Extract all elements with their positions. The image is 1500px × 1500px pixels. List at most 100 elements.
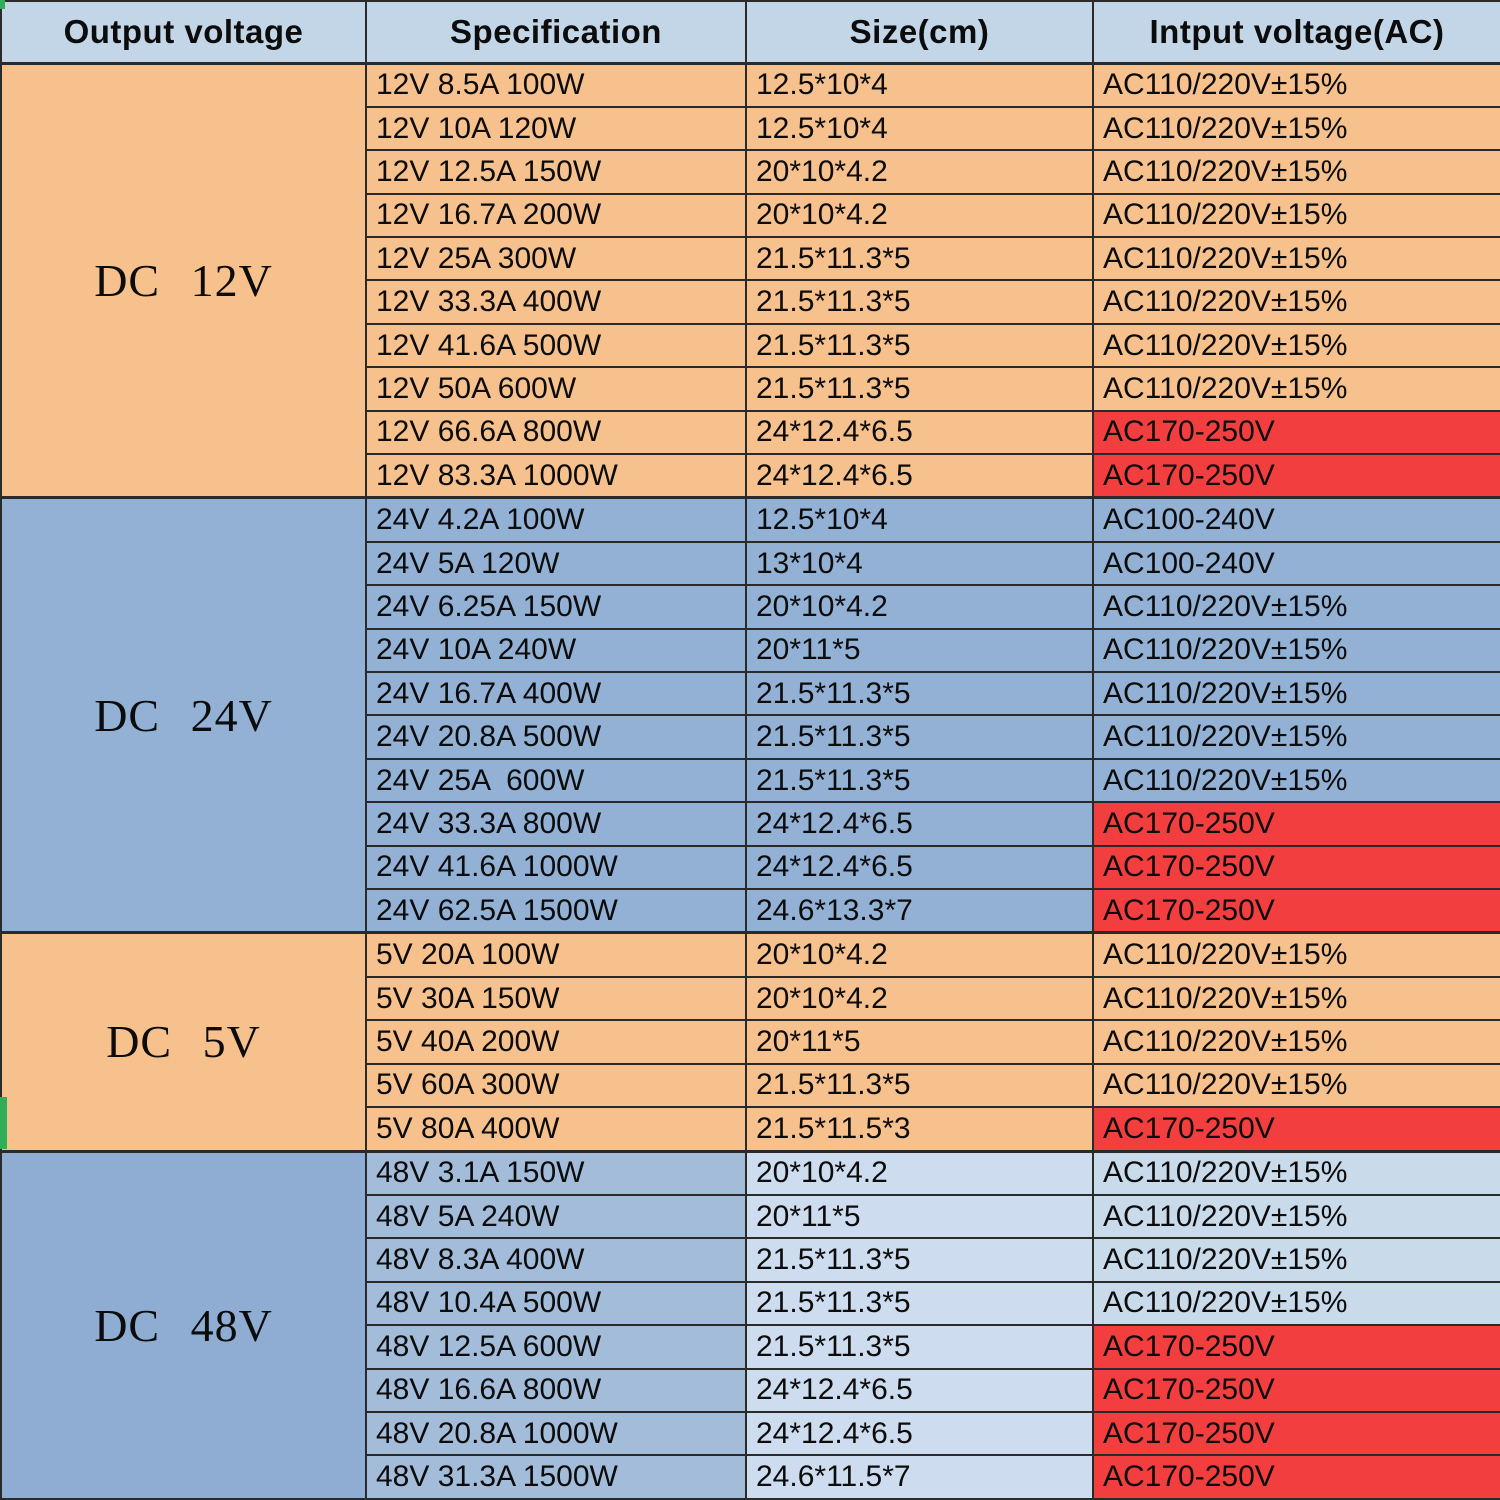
green-accent-mark — [0, 0, 5, 9]
input-voltage-cell-highlighted: AC170-250V — [1092, 1367, 1500, 1413]
header-row: Output voltage Specification Size(cm) In… — [0, 0, 1500, 64]
size-cell: 21.5*11.3*5 — [745, 322, 1094, 369]
input-voltage-cell: AC110/220V±15% — [1092, 1019, 1500, 1065]
table-row: 12V 41.6A 500W 21.5*11.3*5 AC110/220V±15% — [1, 322, 1500, 369]
specification-cell: 24V 6.25A 150W — [365, 584, 747, 630]
specification-cell: 24V 5A 120W — [365, 540, 747, 587]
specification-cell: 48V 20.8A 1000W — [365, 1410, 747, 1457]
specification-cell: 12V 10A 120W — [365, 105, 747, 152]
specification-cell: 48V 5A 240W — [365, 1194, 747, 1240]
table-row: 24V 10A 240W 20*11*5 AC110/220V±15% — [1, 627, 1500, 674]
input-voltage-cell: AC110/220V±15% — [1092, 714, 1500, 760]
specification-cell: 48V 10.4A 500W — [365, 1280, 747, 1327]
table-row: 12V 25A 300W 21.5*11.3*5 AC110/220V±15% — [1, 236, 1500, 282]
specification-cell: 12V 50A 600W — [365, 366, 747, 412]
table-body: DC 12V 12V 8.5A 100W 12.5*10*4 AC110/220V±1… — [0, 61, 1500, 1500]
input-voltage-cell: AC110/220V±15% — [1092, 931, 1500, 978]
specification-cell: 24V 41.6A 1000W — [365, 844, 747, 890]
table-row: 12V 33.3A 400W 21.5*11.3*5 AC110/220V±15% — [1, 279, 1500, 325]
specification-cell: 24V 16.7A 400W — [365, 671, 747, 717]
specification-cell: 12V 66.6A 800W — [365, 409, 747, 455]
table-row: 12V 12.5A 150W 20*10*4.2 AC110/220V±15% — [1, 149, 1500, 195]
input-voltage-cell: AC100-240V — [1092, 496, 1500, 543]
table-row: 12V 83.3A 1000W 24*12.4*6.5 AC170-250V — [1, 452, 1500, 499]
table-row: DC 24V 24V 4.2A 100W 12.5*10*4 AC100-240V — [0, 496, 1500, 934]
specification-cell: 12V 33.3A 400W — [365, 279, 747, 325]
specification-cell: 24V 10A 240W — [365, 627, 747, 674]
table-row: 24V 5A 120W 13*10*4 AC100-240V — [1, 540, 1500, 587]
size-cell: 24*12.4*6.5 — [745, 1367, 1094, 1413]
size-cell: 21.5*11.3*5 — [745, 1062, 1094, 1109]
size-cell: 21.5*11.5*3 — [745, 1106, 1094, 1153]
specification-cell: 12V 8.5A 100W — [365, 61, 747, 108]
green-accent-mark — [0, 1097, 7, 1149]
input-voltage-cell-highlighted: AC170-250V — [1092, 1410, 1500, 1457]
input-voltage-cell-highlighted: AC170-250V — [1092, 1324, 1500, 1370]
input-voltage-cell-highlighted: AC170-250V — [1092, 452, 1500, 499]
size-cell: 21.5*11.3*5 — [745, 1324, 1094, 1370]
specification-cell: 48V 3.1A 150W — [365, 1149, 747, 1197]
specification-cell: 48V 12.5A 600W — [365, 1324, 747, 1370]
specification-cell: 48V 16.6A 800W — [365, 1367, 747, 1413]
size-cell: 20*10*4.2 — [745, 192, 1094, 239]
input-voltage-cell: AC110/220V±15% — [1092, 322, 1500, 369]
size-cell: 21.5*11.3*5 — [745, 1237, 1094, 1283]
size-cell: 21.5*11.3*5 — [745, 236, 1094, 282]
size-cell: 20*11*5 — [745, 1194, 1094, 1240]
column-header-size: Size(cm) — [745, 0, 1094, 64]
input-voltage-cell: AC110/220V±15% — [1092, 366, 1500, 412]
column-header-specification: Specification — [365, 0, 747, 64]
table-row: 48V 8.3A 400W 21.5*11.3*5 AC110/220V±15% — [1, 1237, 1500, 1283]
size-cell: 21.5*11.3*5 — [745, 279, 1094, 325]
input-voltage-cell: AC100-240V — [1092, 540, 1500, 587]
input-voltage-cell: AC110/220V±15% — [1092, 236, 1500, 282]
size-cell: 24*12.4*6.5 — [745, 844, 1094, 890]
size-cell: 24*12.4*6.5 — [745, 801, 1094, 847]
specification-cell: 12V 41.6A 500W — [365, 322, 747, 369]
table-row: 24V 33.3A 800W 24*12.4*6.5 AC170-250V — [1, 801, 1500, 847]
output-voltage-group-label: DC 12V — [0, 61, 367, 499]
table-row: 24V 6.25A 150W 20*10*4.2 AC110/220V±15% — [1, 584, 1500, 630]
size-cell: 20*11*5 — [745, 1019, 1094, 1065]
size-cell: 21.5*11.3*5 — [745, 366, 1094, 412]
size-cell: 20*10*4.2 — [745, 931, 1094, 978]
size-cell: 20*10*4.2 — [745, 584, 1094, 630]
table-row: 24V 62.5A 1500W 24.6*13.3*7 AC170-250V — [1, 887, 1500, 934]
column-header-input-voltage: Intput voltage(AC) — [1092, 0, 1500, 64]
input-voltage-cell: AC110/220V±15% — [1092, 1194, 1500, 1240]
size-cell: 20*10*4.2 — [745, 975, 1094, 1022]
input-voltage-cell-highlighted: AC170-250V — [1092, 1454, 1500, 1500]
input-voltage-cell: AC110/220V±15% — [1092, 1149, 1500, 1197]
specification-cell: 5V 80A 400W — [365, 1106, 747, 1153]
specification-cell: 24V 33.3A 800W — [365, 801, 747, 847]
table-row: 12V 10A 120W 12.5*10*4 AC110/220V±15% — [1, 105, 1500, 152]
table-row: 24V 41.6A 1000W 24*12.4*6.5 AC170-250V — [1, 844, 1500, 890]
input-voltage-cell: AC110/220V±15% — [1092, 61, 1500, 108]
input-voltage-cell-highlighted: AC170-250V — [1092, 887, 1500, 934]
input-voltage-cell: AC110/220V±15% — [1092, 627, 1500, 674]
table-row: 48V 16.6A 800W 24*12.4*6.5 AC170-250V — [1, 1367, 1500, 1413]
output-voltage-group-label: DC 5V — [0, 931, 367, 1153]
table-row: 48V 10.4A 500W 21.5*11.3*5 AC110/220V±15% — [1, 1280, 1500, 1327]
size-cell: 24.6*11.5*7 — [745, 1454, 1094, 1500]
specification-cell: 24V 62.5A 1500W — [365, 887, 747, 934]
table-row: 48V 12.5A 600W 21.5*11.3*5 AC170-250V — [1, 1324, 1500, 1370]
table-row: 5V 60A 300W 21.5*11.3*5 AC110/220V±15% — [1, 1062, 1500, 1109]
table-row: DC 12V 12V 8.5A 100W 12.5*10*4 AC110/220V±1… — [0, 61, 1500, 499]
table-row: 5V 80A 400W 21.5*11.5*3 AC170-250V — [1, 1106, 1500, 1153]
table-row: 48V 5A 240W 20*11*5 AC110/220V±15% — [1, 1194, 1500, 1240]
table-row: DC 5V 5V 20A 100W 20*10*4.2 AC110/220V±15% — [0, 931, 1500, 1153]
table-row: 12V 66.6A 800W 24*12.4*6.5 AC170-250V — [1, 409, 1500, 455]
specification-cell: 48V 8.3A 400W — [365, 1237, 747, 1283]
input-voltage-cell: AC110/220V±15% — [1092, 671, 1500, 717]
size-cell: 12.5*10*4 — [745, 105, 1094, 152]
size-cell: 24*12.4*6.5 — [745, 452, 1094, 499]
output-voltage-group-label: DC 24V — [0, 496, 367, 934]
table-row: 48V 20.8A 1000W 24*12.4*6.5 AC170-250V — [1, 1410, 1500, 1457]
specification-cell: 12V 12.5A 150W — [365, 149, 747, 195]
input-voltage-cell: AC110/220V±15% — [1092, 149, 1500, 195]
size-cell: 12.5*10*4 — [745, 61, 1094, 108]
table-row: 24V 16.7A 400W 21.5*11.3*5 AC110/220V±15% — [1, 671, 1500, 717]
